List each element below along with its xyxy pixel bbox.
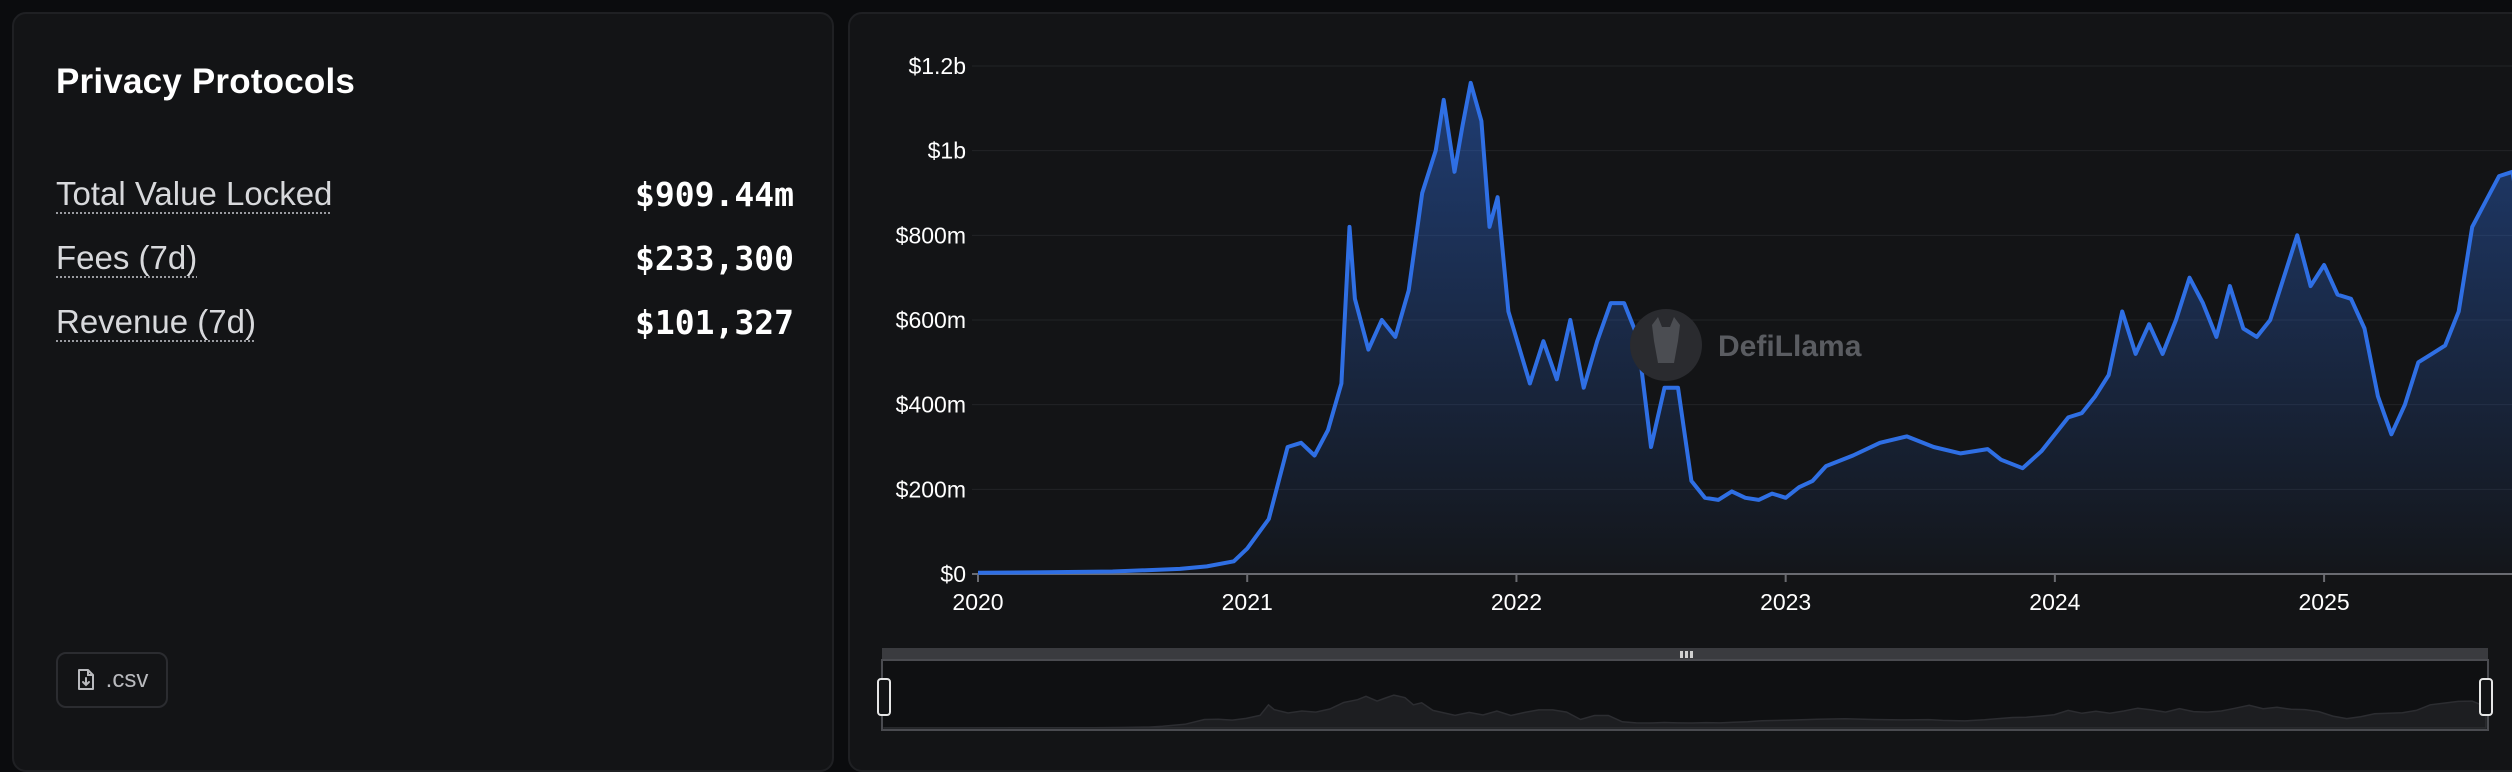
x-tick-label: 2024 — [2029, 589, 2080, 615]
slider-right-handle[interactable] — [2479, 678, 2493, 716]
x-tick-label: 2022 — [1491, 589, 1542, 615]
metric-label-revenue[interactable]: Revenue (7d) — [56, 303, 256, 340]
y-tick-label: $800m — [896, 222, 966, 248]
x-tick-label: 2025 — [2299, 589, 2350, 615]
slider-left-handle[interactable] — [877, 678, 891, 716]
x-tick-label: 2021 — [1222, 589, 1273, 615]
csv-button-label: .csv — [105, 666, 149, 693]
csv-download-button[interactable]: .csv — [56, 652, 168, 708]
slider-grip-icon[interactable] — [1680, 651, 1693, 658]
metric-row-revenue: Revenue (7d) $101,327 — [56, 298, 794, 346]
metric-label-fees[interactable]: Fees (7d) — [56, 239, 198, 276]
metric-row-fees: Fees (7d) $233,300 — [56, 234, 794, 282]
y-tick-label: $1b — [928, 138, 966, 164]
y-tick-label: $0 — [940, 561, 966, 587]
y-tick-label: $1.2b — [908, 53, 966, 79]
slider-mini-chart — [883, 694, 2487, 729]
metric-label-tvl[interactable]: Total Value Locked — [56, 175, 333, 212]
x-tick-label: 2023 — [1760, 589, 1811, 615]
summary-panel: Privacy Protocols Total Value Locked $90… — [12, 12, 834, 772]
y-tick-label: $600m — [896, 307, 966, 333]
defillama-watermark: DefiLlama — [1630, 309, 1862, 381]
tvl-line — [977, 80, 2512, 575]
metric-value-fees: $233,300 — [635, 238, 794, 278]
metric-value-revenue: $101,327 — [635, 302, 794, 342]
tvl-area — [978, 82, 2512, 574]
metric-value-tvl: $909.44m — [635, 174, 794, 214]
y-tick-label: $400m — [896, 392, 966, 418]
tvl-chart[interactable]: $0 $200m $400m $600m $800m $1b $1.2b 2020 2021 2… — [850, 14, 2512, 754]
metric-row-tvl: Total Value Locked $909.44m — [56, 170, 794, 218]
range-slider[interactable] — [877, 648, 2493, 731]
page-title: Privacy Protocols — [56, 62, 356, 101]
file-download-icon — [77, 669, 94, 690]
x-tick-label: 2020 — [952, 589, 1003, 615]
watermark-text: DefiLlama — [1718, 330, 1862, 363]
y-tick-label: $200m — [896, 476, 966, 502]
chart-panel: $0 $200m $400m $600m $800m $1b $1.2b 2020 2021 2… — [848, 12, 2512, 772]
